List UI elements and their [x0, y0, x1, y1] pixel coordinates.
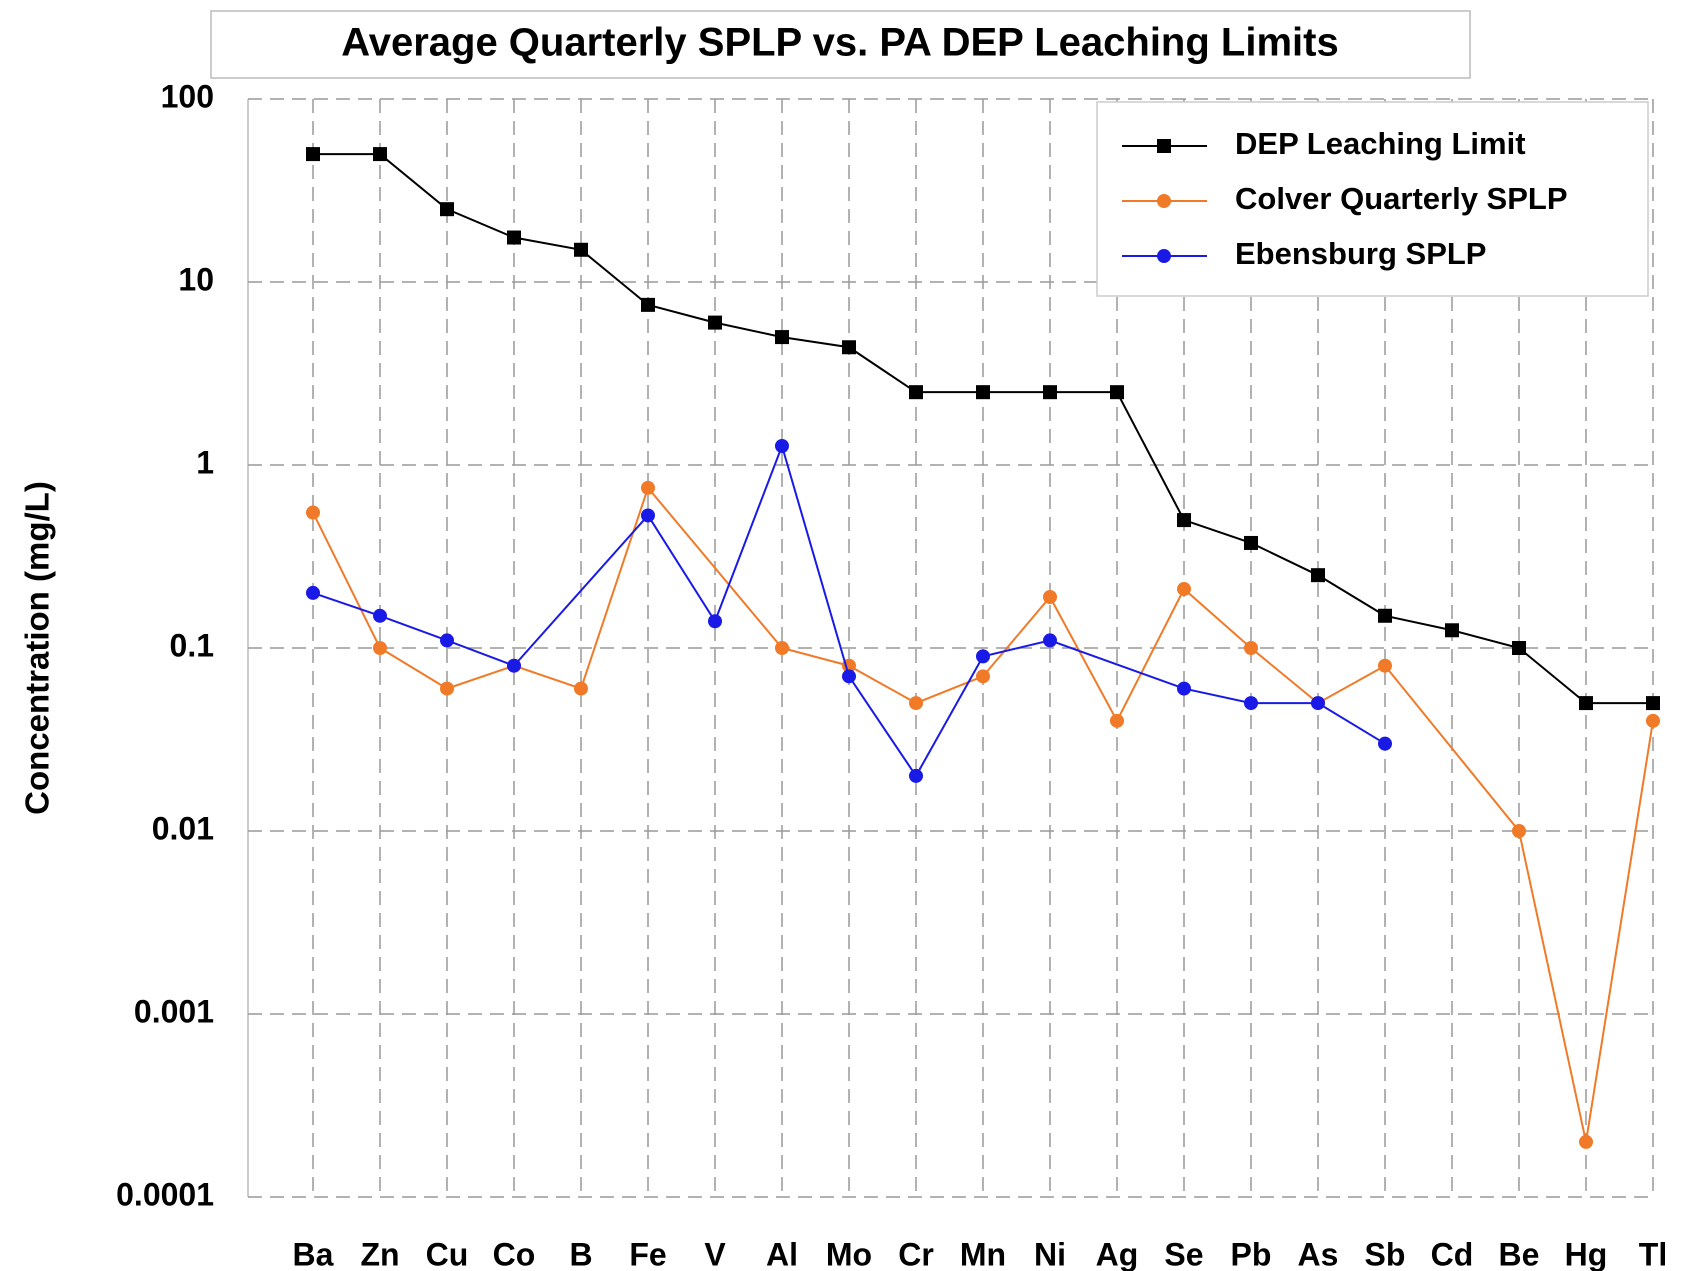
marker — [708, 315, 722, 330]
marker — [775, 641, 789, 655]
y-tick-label: 0.1 — [170, 627, 214, 663]
x-tick-label: V — [704, 1236, 726, 1271]
marker — [440, 633, 454, 648]
x-tick-label: Sb — [1365, 1236, 1406, 1271]
marker — [1512, 641, 1526, 655]
marker — [1378, 736, 1392, 751]
marker — [574, 242, 588, 257]
marker — [373, 641, 387, 655]
marker — [976, 385, 990, 400]
marker — [1244, 696, 1258, 711]
marker — [708, 614, 722, 629]
x-tick-label: Mn — [960, 1236, 1006, 1271]
marker — [1579, 696, 1593, 711]
y-tick-label: 0.01 — [152, 810, 214, 846]
x-tick-label: Hg — [1565, 1236, 1608, 1271]
x-tick-label: Mo — [826, 1236, 872, 1271]
y-tick-label: 100 — [161, 78, 214, 114]
marker — [1244, 535, 1258, 550]
marker — [1177, 513, 1191, 528]
marker — [976, 669, 990, 684]
marker — [373, 147, 387, 162]
marker — [775, 330, 789, 345]
marker — [1043, 633, 1057, 648]
marker — [1646, 713, 1660, 728]
x-tick-label: Be — [1499, 1236, 1540, 1271]
y-tick-label: 0.001 — [134, 993, 214, 1029]
marker — [1378, 658, 1392, 673]
marker — [306, 147, 320, 162]
x-tick-label: Cd — [1431, 1236, 1474, 1271]
marker — [507, 658, 521, 673]
marker — [1157, 139, 1171, 153]
x-tick-label: Pb — [1231, 1236, 1272, 1271]
marker — [909, 696, 923, 711]
x-tick-label: As — [1298, 1236, 1339, 1271]
legend-box — [1096, 101, 1649, 297]
marker — [842, 340, 856, 355]
marker — [641, 297, 655, 312]
marker — [1110, 385, 1124, 400]
chart-title: Average Quarterly SPLP vs. PA DEP Leachi… — [341, 21, 1338, 65]
marker — [1157, 194, 1171, 208]
marker — [1043, 385, 1057, 400]
x-tick-label: Tl — [1639, 1236, 1667, 1271]
y-axis-label: Concentration (mg/L) — [19, 481, 56, 815]
x-tick-label: Cr — [898, 1236, 934, 1271]
legend-label: Colver Quarterly SPLP — [1235, 181, 1568, 216]
marker — [1512, 824, 1526, 838]
legend-label: Ebensburg SPLP — [1235, 236, 1486, 271]
marker — [1445, 623, 1459, 638]
marker — [909, 768, 923, 783]
x-tick-label: Co — [493, 1236, 536, 1271]
marker — [641, 480, 655, 495]
marker — [306, 585, 320, 600]
marker — [1043, 589, 1057, 604]
marker — [1157, 249, 1171, 263]
x-tick-label: Al — [766, 1236, 798, 1271]
marker — [1378, 608, 1392, 623]
y-tick-label: 10 — [178, 261, 214, 297]
marker — [641, 508, 655, 523]
marker — [306, 505, 320, 520]
series — [306, 147, 1660, 711]
marker — [1579, 1134, 1593, 1149]
x-tick-label: Ba — [293, 1236, 334, 1271]
marker — [1311, 568, 1325, 583]
series — [306, 439, 1392, 783]
x-tick-label: Ni — [1034, 1236, 1066, 1271]
x-tick-label: Cu — [426, 1236, 469, 1271]
marker — [373, 608, 387, 623]
marker — [440, 202, 454, 217]
y-tick-label: 0.0001 — [116, 1176, 214, 1212]
marker — [574, 681, 588, 696]
marker — [1244, 641, 1258, 655]
x-tick-label: Fe — [629, 1236, 666, 1271]
marker — [1646, 696, 1660, 711]
marker — [976, 649, 990, 664]
marker — [440, 681, 454, 696]
marker — [1177, 582, 1191, 597]
marker — [1110, 713, 1124, 728]
marker — [775, 439, 789, 454]
marker — [1177, 681, 1191, 696]
legend-label: DEP Leaching Limit — [1235, 126, 1526, 161]
marker — [842, 669, 856, 684]
title-box — [210, 10, 1471, 79]
y-tick-label: 1 — [196, 444, 214, 480]
x-tick-label: B — [569, 1236, 592, 1271]
marker — [1311, 696, 1325, 711]
marker — [507, 230, 521, 245]
x-tick-label: Se — [1164, 1236, 1203, 1271]
x-tick-label: Ag — [1096, 1236, 1139, 1271]
x-tick-label: Zn — [360, 1236, 399, 1271]
marker — [909, 385, 923, 400]
